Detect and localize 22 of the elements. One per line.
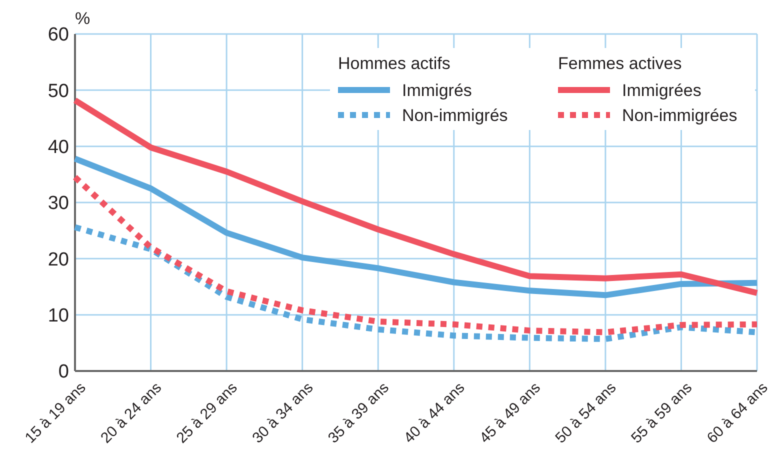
y-tick-label: 40 [48, 136, 69, 158]
legend-label: Immigrés [402, 81, 472, 100]
y-tick-label: 50 [48, 80, 69, 102]
x-tick-label: 30 à 34 ans [249, 379, 317, 447]
x-tick-label: 35 à 39 ans [324, 379, 392, 447]
x-tick-label: 60 à 64 ans [704, 379, 772, 447]
legend-label: Non-immigrés [402, 106, 508, 125]
x-tick-label: 20 à 24 ans [98, 379, 166, 447]
x-tick-label: 45 à 49 ans [476, 379, 544, 447]
x-tick-label: 50 à 54 ans [552, 379, 620, 447]
legend-label: Non-immigrées [622, 106, 738, 125]
y-tick-label: 20 [48, 249, 69, 270]
annotation: Femmes actives [558, 54, 682, 73]
x-tick-label: 40 à 44 ans [400, 379, 468, 447]
y-tick-label: 10 [48, 305, 69, 326]
x-tick-label: 25 à 29 ans [173, 379, 241, 447]
y-axis-title: % [75, 9, 90, 28]
legend-label: Immigrées [622, 81, 702, 100]
x-tick-label: 55 à 59 ans [628, 379, 696, 447]
y-tick-label: 60 [48, 24, 69, 46]
annotation: Hommes actifs [338, 54, 450, 73]
y-tick-label: 30 [48, 193, 69, 214]
